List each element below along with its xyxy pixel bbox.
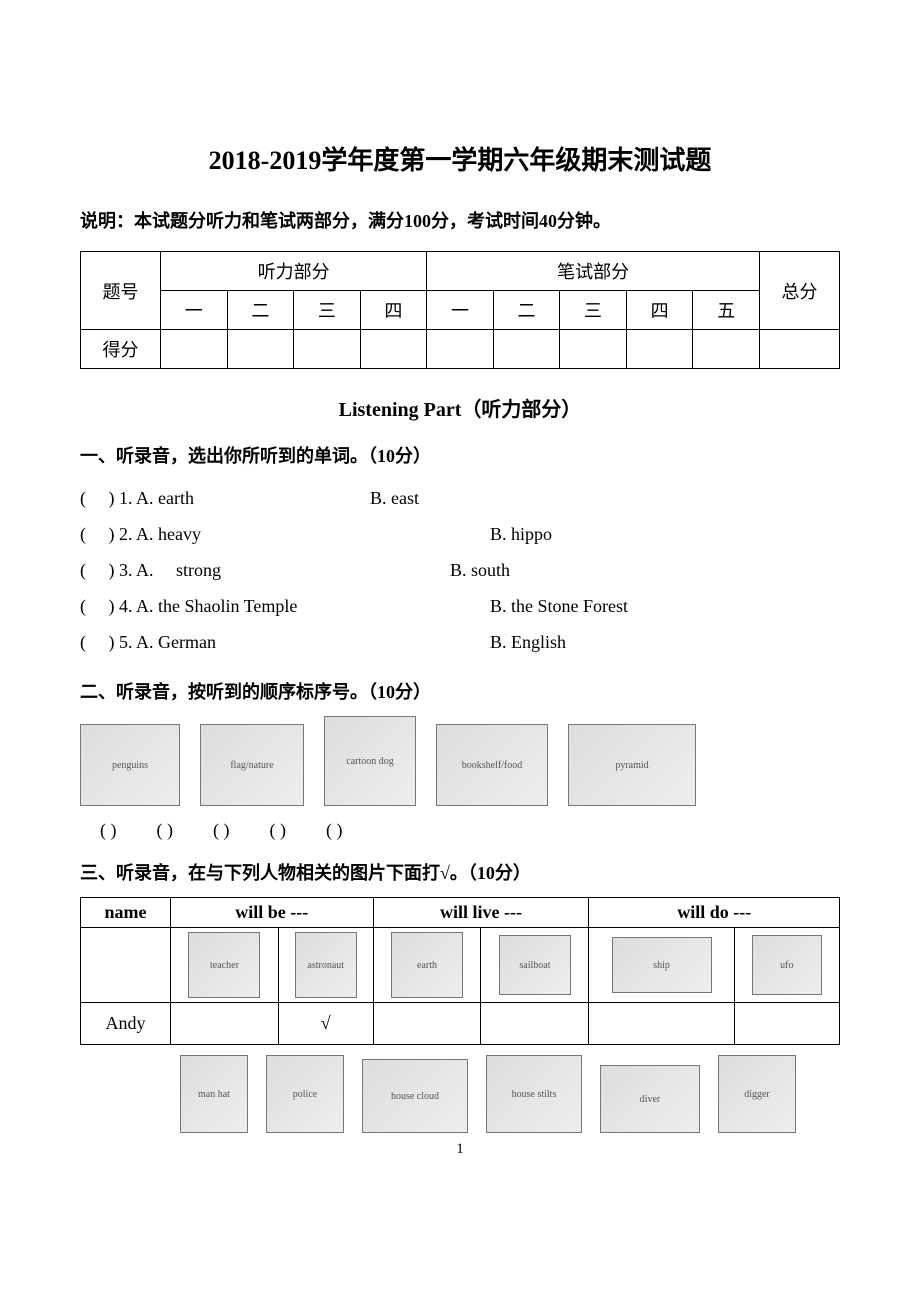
q1-heading: 一、听录音，选出你所听到的单词。（10分） xyxy=(80,442,840,468)
image-placeholder: man hat xyxy=(180,1055,248,1133)
image-placeholder: earth xyxy=(391,932,463,998)
q3-answer-cell xyxy=(481,1003,589,1045)
scoretbl-score: 得分 xyxy=(81,330,161,369)
q3-img-cell: astronaut xyxy=(278,928,373,1003)
listen-col-4: 四 xyxy=(360,291,427,330)
q1-list: ( ) 1. A. earthB. east( ) 2. A. heavyB. … xyxy=(80,480,840,660)
q1-option-b: B. hippo xyxy=(490,516,552,552)
q1-option-a: ( ) 2. A. heavy xyxy=(80,516,490,552)
q1-option-a: ( ) 1. A. earth xyxy=(80,480,370,516)
write-col-1: 一 xyxy=(427,291,494,330)
score-cell xyxy=(227,330,294,369)
image-placeholder: penguins xyxy=(80,724,180,806)
q3-img-cell: sailboat xyxy=(481,928,589,1003)
instructions: 说明：本试题分听力和笔试两部分，满分100分，考试时间40分钟。 xyxy=(80,207,840,233)
page-title: 2018-2019学年度第一学期六年级期末测试题 xyxy=(80,140,840,177)
q3-img-cell: ufo xyxy=(734,928,839,1003)
q3-answer-cell xyxy=(589,1003,734,1045)
q3-img-cell: ship xyxy=(589,928,734,1003)
score-cell xyxy=(360,330,427,369)
score-cell xyxy=(427,330,494,369)
answer-blank: ( ) xyxy=(100,820,117,841)
q1-option-a: ( ) 4. A. the Shaolin Temple xyxy=(80,588,490,624)
image-placeholder: pyramid xyxy=(568,724,696,806)
write-col-3: 三 xyxy=(560,291,627,330)
image-placeholder: ship xyxy=(612,937,712,993)
image-placeholder: diver xyxy=(600,1065,700,1133)
write-col-4: 四 xyxy=(626,291,693,330)
q3-table: name will be --- will live --- will do -… xyxy=(80,897,840,1045)
listen-col-1: 一 xyxy=(161,291,228,330)
write-col-2: 二 xyxy=(493,291,560,330)
score-table: 题号 听力部分 笔试部分 总分 一 二 三 四 一 二 三 四 五 得分 xyxy=(80,251,840,369)
listen-col-2: 二 xyxy=(227,291,294,330)
q3-heading: 三、听录音，在与下列人物相关的图片下面打√。（10分） xyxy=(80,859,840,885)
image-placeholder: police xyxy=(266,1055,344,1133)
image-placeholder: bookshelf/food xyxy=(436,724,548,806)
q1-option-b: B. English xyxy=(490,624,566,660)
q3-img-cell: earth xyxy=(373,928,481,1003)
score-cell xyxy=(161,330,228,369)
q1-option-a: ( ) 3. A. strong xyxy=(80,552,450,588)
image-placeholder: teacher xyxy=(188,932,260,998)
q1-item: ( ) 5. A. GermanB. English xyxy=(80,624,840,660)
write-col-5: 五 xyxy=(693,291,760,330)
score-cell xyxy=(693,330,760,369)
q2-image-strip: penguinsflag/naturecartoon dogbookshelf/… xyxy=(80,716,840,806)
score-cell xyxy=(294,330,361,369)
q3-answer-cell xyxy=(171,1003,279,1045)
image-placeholder: ufo xyxy=(752,935,822,995)
image-placeholder: digger xyxy=(718,1055,796,1133)
score-cell xyxy=(493,330,560,369)
q3-answer-cell xyxy=(734,1003,839,1045)
q3-h-live: will live --- xyxy=(373,898,589,928)
score-cell xyxy=(760,330,840,369)
q3-h-name: name xyxy=(81,898,171,928)
image-placeholder: flag/nature xyxy=(200,724,304,806)
q1-option-b: B. east xyxy=(370,480,419,516)
q1-item: ( ) 3. A. strongB. south xyxy=(80,552,840,588)
q1-option-a: ( ) 5. A. German xyxy=(80,624,490,660)
q3-namecell-empty xyxy=(81,928,171,1003)
scoretbl-listen-hdr: 听力部分 xyxy=(161,252,427,291)
q1-option-b: B. south xyxy=(450,552,510,588)
image-placeholder: house cloud xyxy=(362,1059,468,1133)
q1-item: ( ) 2. A. heavyB. hippo xyxy=(80,516,840,552)
q3-name-andy: Andy xyxy=(81,1003,171,1045)
scoretbl-write-hdr: 笔试部分 xyxy=(427,252,760,291)
q3-answer-cell: √ xyxy=(278,1003,373,1045)
image-placeholder: cartoon dog xyxy=(324,716,416,806)
q3-img-cell: teacher xyxy=(171,928,279,1003)
q3-h-be: will be --- xyxy=(171,898,374,928)
listen-col-3: 三 xyxy=(294,291,361,330)
listening-section-title: Listening Part（听力部分） xyxy=(80,393,840,422)
scoretbl-total-hdr: 总分 xyxy=(760,252,840,330)
q1-option-b: B. the Stone Forest xyxy=(490,588,628,624)
q3-h-do: will do --- xyxy=(589,898,840,928)
answer-blank: ( ) xyxy=(270,820,287,841)
q3-answer-cell xyxy=(373,1003,481,1045)
scoretbl-qnum: 题号 xyxy=(81,252,161,330)
answer-blank: ( ) xyxy=(326,820,343,841)
score-cell xyxy=(626,330,693,369)
image-placeholder: sailboat xyxy=(499,935,571,995)
image-placeholder: astronaut xyxy=(295,932,357,998)
answer-blank: ( ) xyxy=(157,820,174,841)
q1-item: ( ) 1. A. earthB. east xyxy=(80,480,840,516)
q1-item: ( ) 4. A. the Shaolin TempleB. the Stone… xyxy=(80,588,840,624)
q2-heading: 二、听录音，按听到的顺序标序号。（10分） xyxy=(80,678,840,704)
score-cell xyxy=(560,330,627,369)
page-number: 1 xyxy=(80,1141,840,1158)
answer-blank: ( ) xyxy=(213,820,230,841)
q2-blanks: ( ) ( ) ( ) ( ) ( ) xyxy=(100,820,840,841)
q3-strip2: man hat policehouse cloudhouse stilts dive… xyxy=(80,1055,840,1133)
image-placeholder: house stilts xyxy=(486,1055,582,1133)
